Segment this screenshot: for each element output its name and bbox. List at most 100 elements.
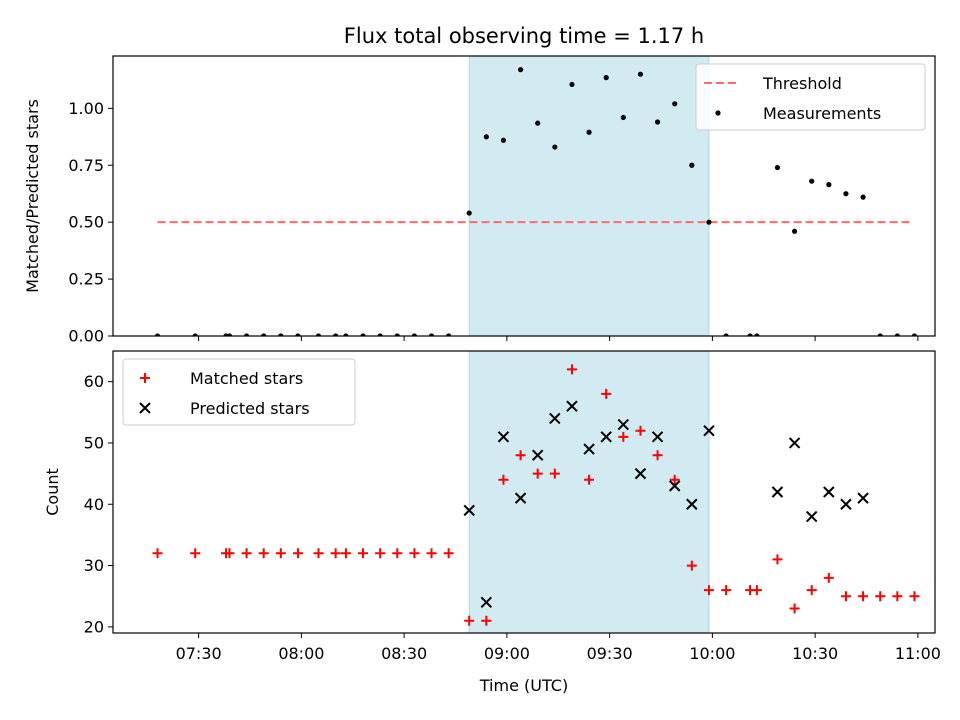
data-point: [428, 333, 435, 336]
data-point: [689, 162, 695, 168]
y-tick-label: 0.00: [68, 327, 104, 346]
y-tick-label: 50: [84, 433, 104, 452]
data-point: [754, 333, 760, 336]
data-point: [500, 137, 507, 143]
data-point: [258, 548, 269, 559]
data-point: [791, 228, 798, 234]
plot-area: [154, 67, 918, 336]
data-point: [600, 431, 612, 443]
data-point: [668, 480, 681, 492]
data-point: [566, 400, 578, 412]
data-point: [315, 333, 322, 336]
data-point: [840, 498, 852, 510]
panel-counts: 07:30 08:00 08:30 09:00 09:30 10:00 10:30 11:00…: [43, 350, 941, 663]
legend-label: Predicted stars: [190, 399, 310, 418]
y-tick-label: 40: [84, 495, 104, 514]
data-point: [584, 474, 595, 485]
data-point: [806, 585, 817, 596]
data-point: [771, 486, 784, 498]
y-tick-label: 1.00: [68, 99, 104, 118]
data-point: [497, 431, 510, 443]
data-point: [411, 333, 417, 336]
data-point: [192, 333, 198, 336]
data-point: [877, 333, 883, 336]
axes-frame: [112, 350, 936, 634]
y-tick-label: 0.75: [68, 156, 104, 175]
observing-window-span: [468, 55, 710, 337]
y-tick-label: 20: [84, 617, 104, 636]
y-tick-label: 0.25: [68, 270, 104, 289]
data-point: [443, 548, 454, 559]
data-point: [857, 492, 869, 504]
x-axis-label: Time (UTC): [479, 676, 568, 695]
y-axis-label: Matched/Predicted stars: [23, 99, 42, 293]
data-point: [295, 333, 301, 336]
legend-label: Measurements: [763, 104, 881, 123]
data-point: [377, 333, 383, 336]
y-tick-label: 60: [84, 372, 104, 391]
data-point: [446, 333, 452, 336]
data-point: [774, 164, 781, 171]
data-point: [805, 510, 818, 523]
data-point: [843, 191, 849, 197]
data-point: [464, 615, 475, 626]
data-point: [706, 219, 712, 225]
data-point: [333, 333, 339, 336]
data-point: [466, 210, 472, 216]
data-point: [672, 101, 678, 107]
data-point: [394, 333, 400, 336]
data-point: [481, 615, 492, 626]
data-point: [586, 129, 592, 135]
data-point: [723, 333, 729, 336]
legend-swatch: [140, 373, 150, 383]
data-point: [772, 554, 783, 565]
observing-window-span: [468, 350, 710, 634]
data-point: [721, 585, 732, 596]
legend-label: Threshold: [762, 74, 842, 93]
data-point: [892, 591, 903, 602]
data-point: [686, 560, 697, 571]
data-point: [278, 333, 284, 336]
x-tick-label: 07:30: [176, 644, 222, 663]
data-point: [535, 120, 541, 126]
data-point: [224, 548, 235, 559]
data-point: [620, 114, 626, 121]
series-measurements: [154, 67, 918, 336]
data-point: [483, 134, 489, 140]
data-point: [343, 333, 349, 336]
data-point: [703, 585, 714, 596]
data-point: [703, 424, 715, 437]
data-point: [860, 194, 866, 200]
data-point: [532, 468, 543, 479]
data-point: [313, 548, 324, 559]
data-point: [340, 548, 351, 559]
data-point: [375, 548, 386, 559]
data-point: [634, 467, 647, 480]
data-point: [583, 443, 595, 455]
data-point: [909, 591, 920, 602]
data-point: [549, 412, 561, 425]
data-point: [569, 81, 575, 88]
x-tick-label: 11:00: [895, 644, 941, 663]
data-point: [360, 333, 366, 336]
data-point: [358, 548, 369, 559]
x-tick-label: 08:30: [381, 644, 427, 663]
data-point: [826, 182, 832, 188]
data-point: [747, 333, 753, 336]
y-axis-label: Count: [43, 468, 62, 516]
data-point: [552, 144, 558, 150]
data-point: [515, 450, 526, 461]
x-tick-label: 10:00: [689, 644, 735, 663]
data-point: [789, 603, 800, 614]
data-point: [190, 548, 201, 559]
axes-frame: [112, 55, 936, 337]
data-point: [463, 504, 475, 517]
data-point: [618, 431, 629, 442]
data-point: [549, 468, 560, 479]
data-point: [409, 548, 420, 559]
x-tick-label: 09:00: [484, 644, 530, 663]
series-predicted-stars: [463, 400, 869, 609]
x-tick-label: 09:30: [587, 644, 633, 663]
legend: Matched stars Predicted stars: [122, 358, 356, 426]
